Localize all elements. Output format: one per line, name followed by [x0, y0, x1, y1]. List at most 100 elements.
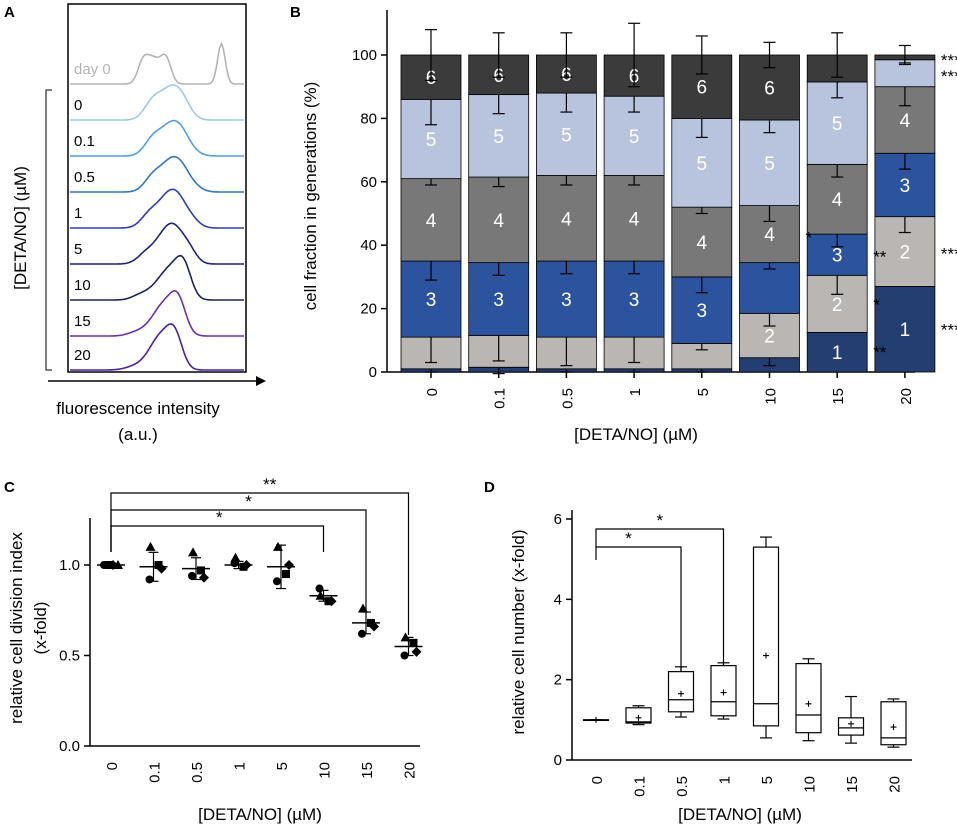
- stacked-bar-x-tick-label-0: 0: [424, 388, 441, 396]
- significance-bracket: [110, 492, 410, 635]
- bar-segment-label: 3: [629, 290, 640, 311]
- data-point-diamond: [108, 560, 118, 570]
- bar-segment-label: 5: [832, 114, 843, 135]
- data-point-diamond: [156, 563, 167, 574]
- division-index-y-tick-label: 1.0: [59, 557, 80, 574]
- data-point-circle: [145, 575, 154, 584]
- stacked-bar-y-tick-label: 20: [360, 301, 377, 318]
- division-index-x-tick-label-5: 5: [274, 762, 291, 770]
- significance-bracket-label: **: [263, 475, 277, 494]
- cell-number-x-axis-label: [DETA/NO] (µM): [678, 805, 802, 824]
- cell-number-x-tick-label-0p5: 0.5: [674, 776, 691, 797]
- histogram-curve-1: [70, 188, 244, 229]
- box-mean-marker: [805, 700, 812, 707]
- bar-segment-label: 4: [561, 209, 572, 230]
- data-point-diamond: [284, 560, 294, 570]
- division-index-brackets: ****: [110, 475, 410, 635]
- stacked-bar-x-tick-label-15: 15: [830, 388, 847, 405]
- bar-segment-label: 4: [900, 111, 911, 132]
- cell-number-x-tick-label-10: 10: [802, 776, 819, 793]
- histogram-x-axis-unit: (a.u.): [118, 425, 158, 444]
- box-mean-marker: [678, 690, 684, 697]
- significance-marker: ****: [941, 321, 957, 340]
- cell-number-y-tick-label: 4: [554, 591, 562, 608]
- bar-segment-label: 4: [764, 225, 775, 246]
- stacked-bar-x-tick-label-20: 20: [898, 388, 915, 405]
- cell-number-boxes: [582, 536, 907, 748]
- significance-bracket: [595, 528, 725, 677]
- bar-segment-label: 2: [900, 243, 911, 264]
- data-point-triangle: [188, 547, 198, 557]
- bar-segment-label: 3: [561, 290, 572, 311]
- bar-segment-label: 5: [561, 125, 572, 146]
- cell-number-x-tick-label-0: 0: [589, 776, 606, 784]
- data-point-square: [367, 618, 375, 627]
- division-index-y-tick-label: 0.5: [59, 648, 80, 665]
- significance-bracket-label: *: [216, 508, 223, 527]
- division-index-x-tick-label-0p1: 0.1: [147, 762, 164, 783]
- bar-segment-label: 4: [493, 211, 504, 232]
- histogram-curve-15: [70, 289, 244, 337]
- arrow-head-icon: [256, 376, 266, 386]
- box-mean-marker: [890, 724, 897, 731]
- histogram-label-day0: day 0: [74, 61, 111, 78]
- stacked-bar-x-axis-label: [DETA/NO] (µM): [574, 425, 698, 444]
- data-point-triangle: [315, 590, 326, 600]
- division-index-x-tick-label-15: 15: [359, 762, 376, 779]
- concentration-bracket: [45, 89, 52, 371]
- bar-segment-label: 2: [832, 295, 843, 316]
- histogram-label-15: 15: [74, 313, 91, 330]
- bar-segment-label: 3: [900, 176, 911, 197]
- data-point-diamond: [411, 646, 422, 657]
- bar-segment-gen4: [536, 175, 597, 262]
- division-index-points: [97, 541, 423, 660]
- histogram-label-0: 0: [74, 97, 82, 114]
- bar-segment-gen3: [739, 262, 800, 314]
- bar-segment-label: 5: [493, 127, 504, 148]
- bar-segment-label: 2: [764, 327, 775, 348]
- division-index-x-axis-label: [DETA/NO] (µM): [198, 805, 322, 824]
- box-iqr: [795, 662, 822, 734]
- box-mean-marker: [763, 652, 769, 659]
- box-mean-marker: [848, 720, 854, 727]
- histogram-curve-5: [70, 222, 244, 265]
- bar-segment-label: 5: [697, 154, 708, 175]
- stacked-bar-y-tick-label: 40: [360, 237, 377, 254]
- data-point-circle: [400, 651, 409, 660]
- bar-segment-label: 5: [426, 130, 437, 151]
- box-iqr: [752, 546, 780, 727]
- stacked-bar-y-tick-label: 0: [369, 364, 377, 381]
- stacked-bar-x-tick-label-0p1: 0.1: [492, 388, 509, 409]
- data-point-square: [282, 570, 290, 579]
- data-point-triangle: [230, 552, 241, 562]
- cell-number-brackets: **: [595, 511, 725, 680]
- panel-letter-d: D: [484, 479, 495, 496]
- division-index-panel: 0.00.51.00 0.1 0.5 1 5 10 15 20 **** relative c…: [7, 475, 423, 824]
- significance-marker: ****: [941, 67, 957, 86]
- bar-segment-label: 3: [426, 290, 437, 311]
- significance-bracket: [110, 525, 325, 552]
- histogram-curve-0: [70, 84, 244, 121]
- bar-segment-label: 3: [832, 246, 843, 267]
- histogram-frame: [67, 3, 247, 373]
- division-index-x-tick-label-10: 10: [317, 762, 334, 779]
- data-point-triangle: [145, 541, 156, 551]
- cell-number-y-tick-label: 6: [554, 511, 562, 528]
- bar-segment-label: 3: [493, 290, 504, 311]
- stacked-bar-x-tick-label-5: 5: [695, 388, 712, 396]
- significance-marker: *: [873, 295, 880, 314]
- cell-number-x-tick-label-0p1: 0.1: [632, 776, 649, 797]
- histogram-label-1: 1: [74, 205, 82, 222]
- division-index-x-tick-label-0: 0: [104, 762, 121, 770]
- cell-number-y-tick-label: 2: [554, 672, 562, 689]
- cell-number-x-tick-label-5: 5: [759, 776, 776, 784]
- box-mean-marker: [593, 716, 599, 723]
- histogram-label-10: 10: [74, 277, 91, 294]
- division-index-y-axis-label: relative cell division index: [7, 532, 26, 724]
- stacked-bar-y-tick-label: 100: [352, 47, 377, 64]
- significance-marker: **: [873, 248, 887, 267]
